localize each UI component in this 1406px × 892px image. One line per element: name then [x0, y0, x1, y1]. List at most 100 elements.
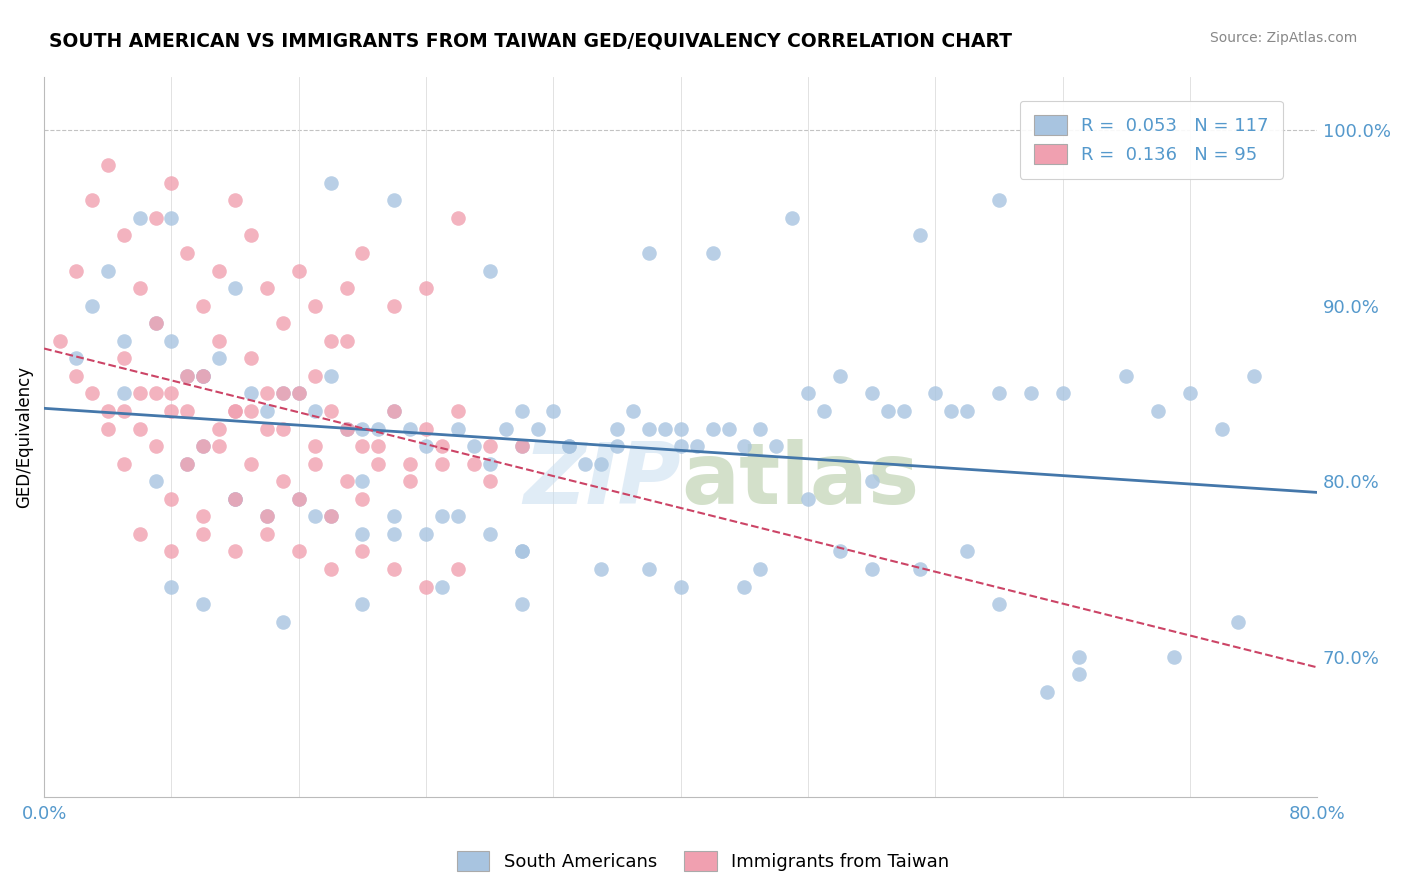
Point — [224, 404, 246, 418]
Point — [304, 368, 326, 383]
Point — [1052, 386, 1074, 401]
Point — [510, 404, 533, 418]
Point — [988, 386, 1011, 401]
Point — [447, 211, 470, 225]
Point — [335, 421, 357, 435]
Point — [749, 421, 772, 435]
Point — [288, 386, 311, 401]
Point — [352, 526, 374, 541]
Point — [478, 457, 501, 471]
Point — [749, 562, 772, 576]
Point — [224, 491, 246, 506]
Point — [304, 509, 326, 524]
Point — [160, 176, 183, 190]
Point — [510, 544, 533, 558]
Point — [352, 474, 374, 488]
Text: SOUTH AMERICAN VS IMMIGRANTS FROM TAIWAN GED/EQUIVALENCY CORRELATION CHART: SOUTH AMERICAN VS IMMIGRANTS FROM TAIWAN… — [49, 31, 1012, 50]
Point — [574, 457, 596, 471]
Point — [224, 281, 246, 295]
Point — [319, 509, 342, 524]
Point — [352, 544, 374, 558]
Point — [193, 368, 215, 383]
Point — [128, 281, 150, 295]
Point — [288, 386, 311, 401]
Point — [65, 263, 87, 277]
Point — [1211, 421, 1233, 435]
Point — [193, 439, 215, 453]
Point — [638, 246, 661, 260]
Point — [415, 421, 437, 435]
Point — [176, 368, 198, 383]
Point — [399, 474, 422, 488]
Point — [256, 281, 278, 295]
Point — [145, 316, 167, 330]
Point — [1115, 368, 1137, 383]
Point — [80, 299, 103, 313]
Point — [145, 386, 167, 401]
Point — [335, 334, 357, 348]
Point — [97, 158, 120, 172]
Point — [591, 562, 613, 576]
Point — [145, 316, 167, 330]
Point — [430, 439, 453, 453]
Point — [240, 351, 263, 366]
Point — [415, 580, 437, 594]
Point — [495, 421, 517, 435]
Point — [160, 404, 183, 418]
Point — [606, 439, 628, 453]
Point — [1243, 368, 1265, 383]
Point — [256, 526, 278, 541]
Point — [447, 421, 470, 435]
Point — [193, 509, 215, 524]
Point — [160, 544, 183, 558]
Point — [1147, 404, 1170, 418]
Point — [1036, 685, 1059, 699]
Point — [65, 351, 87, 366]
Point — [478, 439, 501, 453]
Point — [319, 176, 342, 190]
Point — [510, 439, 533, 453]
Point — [256, 386, 278, 401]
Point — [463, 457, 485, 471]
Point — [128, 211, 150, 225]
Point — [510, 544, 533, 558]
Point — [256, 421, 278, 435]
Point — [430, 580, 453, 594]
Point — [924, 386, 946, 401]
Point — [240, 228, 263, 243]
Legend: R =  0.053   N = 117, R =  0.136   N = 95: R = 0.053 N = 117, R = 0.136 N = 95 — [1019, 101, 1282, 178]
Point — [1067, 649, 1090, 664]
Point — [702, 421, 724, 435]
Point — [112, 457, 135, 471]
Point — [780, 211, 803, 225]
Point — [112, 404, 135, 418]
Point — [271, 421, 294, 435]
Point — [208, 439, 231, 453]
Point — [1226, 615, 1249, 629]
Point — [160, 386, 183, 401]
Point — [271, 386, 294, 401]
Point — [654, 421, 676, 435]
Point — [591, 457, 613, 471]
Point — [447, 509, 470, 524]
Point — [335, 421, 357, 435]
Point — [335, 474, 357, 488]
Point — [176, 457, 198, 471]
Point — [621, 404, 644, 418]
Point — [240, 457, 263, 471]
Point — [367, 421, 389, 435]
Point — [733, 439, 755, 453]
Point — [128, 526, 150, 541]
Point — [193, 526, 215, 541]
Point — [478, 526, 501, 541]
Point — [447, 562, 470, 576]
Point — [319, 509, 342, 524]
Point — [988, 194, 1011, 208]
Point — [860, 474, 883, 488]
Point — [128, 386, 150, 401]
Point — [828, 544, 851, 558]
Point — [160, 580, 183, 594]
Text: Source: ZipAtlas.com: Source: ZipAtlas.com — [1209, 31, 1357, 45]
Point — [193, 439, 215, 453]
Point — [638, 421, 661, 435]
